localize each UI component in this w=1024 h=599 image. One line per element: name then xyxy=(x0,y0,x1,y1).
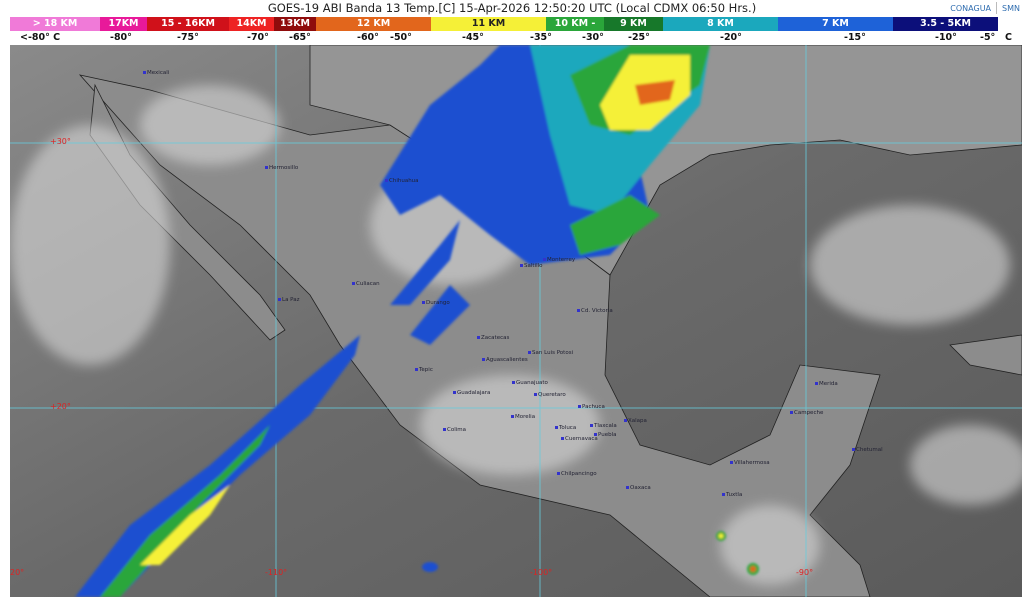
temperature-tick: -25° xyxy=(628,32,650,43)
graticule-label: -90° xyxy=(796,568,814,577)
city-label: Chihuahua xyxy=(385,178,419,184)
legend-band: 7 KM xyxy=(778,17,893,31)
legend-band: 10 KM - xyxy=(546,17,604,31)
city-label: Chilpancingo xyxy=(557,471,597,477)
city-label: Monterrey xyxy=(543,257,575,263)
city-label: La Paz xyxy=(278,297,300,303)
graticule-label: -110° xyxy=(265,568,288,577)
legend-band: 11 KM xyxy=(431,17,546,31)
temperature-tick: C xyxy=(1005,32,1012,43)
city-label: Tepic xyxy=(415,367,433,373)
city-label: Oaxaca xyxy=(626,485,651,491)
city-label: Aguascalientes xyxy=(482,357,528,363)
cold-cloud-tops xyxy=(75,45,759,597)
city-label: Tlaxcala xyxy=(590,423,617,429)
city-label: Tuxtla xyxy=(722,492,742,498)
image-title: GOES-19 ABI Banda 13 Temp.[C] 15-Apr-202… xyxy=(267,1,757,15)
smn-logo: SMN xyxy=(1002,3,1020,13)
city-label: Queretaro xyxy=(534,392,566,398)
logo-divider xyxy=(996,2,998,14)
legend-band: 12 KM xyxy=(316,17,431,31)
city-label: Morelia xyxy=(511,414,535,420)
graticule-label: +30° xyxy=(50,137,71,146)
satellite-map: +30° +20° -120° -110° -100° -90° Mexicali Herm… xyxy=(10,45,1022,597)
legend-band: 14KM xyxy=(229,17,274,31)
temperature-tick: -75° xyxy=(177,32,199,43)
city-label: Toluca xyxy=(555,425,576,431)
temperature-tick: -10° xyxy=(935,32,957,43)
temperature-tick: -70° xyxy=(247,32,269,43)
legend-band: 3.5 - 5KM xyxy=(893,17,998,31)
city-label: Guanajuato xyxy=(512,380,548,386)
temperature-tick: -5° xyxy=(980,32,996,43)
temperature-tick: <-80° C xyxy=(20,32,61,43)
temperature-tick: -60° xyxy=(357,32,379,43)
temperature-tick: -80° xyxy=(110,32,132,43)
city-label: Merida xyxy=(815,381,838,387)
agency-logos: CONAGUA SMN xyxy=(950,2,1020,14)
temperature-tick: -30° xyxy=(582,32,604,43)
temperature-tick: -35° xyxy=(530,32,552,43)
city-label: Chetumal xyxy=(852,447,883,453)
city-label: Mexicali xyxy=(143,70,169,76)
city-label: Villahermosa xyxy=(730,460,770,466)
city-label: Saltillo xyxy=(520,263,543,269)
temperature-tick: -20° xyxy=(720,32,742,43)
city-label: Hermosillo xyxy=(265,165,298,171)
city-label: Cd. Victoria xyxy=(577,308,613,314)
city-label: Zacatecas xyxy=(477,335,509,341)
legend-band: 15 - 16KM xyxy=(147,17,229,31)
temperature-tick: -65° xyxy=(289,32,311,43)
temperature-scale: <-80° C -80° -75° -70° -65° -60° -50° -45° -35° -… xyxy=(0,31,1024,44)
city-label: Campeche xyxy=(790,410,823,416)
graticule-label: -100° xyxy=(530,568,553,577)
city-label: Puebla xyxy=(594,432,616,438)
city-label: Pachuca xyxy=(578,404,605,410)
legend-band: > 18 KM xyxy=(10,17,100,31)
legend-band: 13KM xyxy=(274,17,316,31)
city-label: Colima xyxy=(443,427,466,433)
legend-band: 17KM xyxy=(100,17,147,31)
city-label: Xalapa xyxy=(624,418,647,424)
graticule-label: -120° xyxy=(10,568,25,577)
temperature-tick: -45° xyxy=(462,32,484,43)
temperature-tick: -50° xyxy=(390,32,412,43)
temperature-tick: -15° xyxy=(844,32,866,43)
city-label: Cuernavaca xyxy=(561,436,598,442)
conagua-logo: CONAGUA xyxy=(950,3,992,13)
city-label: Durango xyxy=(422,300,450,306)
cloud-cover xyxy=(10,85,1022,585)
city-label: San Luis Potosi xyxy=(528,350,573,356)
map-layer xyxy=(10,45,1022,597)
graticule-label: +20° xyxy=(50,402,71,411)
altitude-color-legend: > 18 KM 17KM 15 - 16KM 14KM 13KM 12 KM 11 KM 10… xyxy=(10,17,1022,31)
city-label: Culiacan xyxy=(352,281,380,287)
legend-band: 9 KM xyxy=(604,17,663,31)
legend-band: 8 KM xyxy=(663,17,778,31)
city-label: Guadalajara xyxy=(453,390,490,396)
